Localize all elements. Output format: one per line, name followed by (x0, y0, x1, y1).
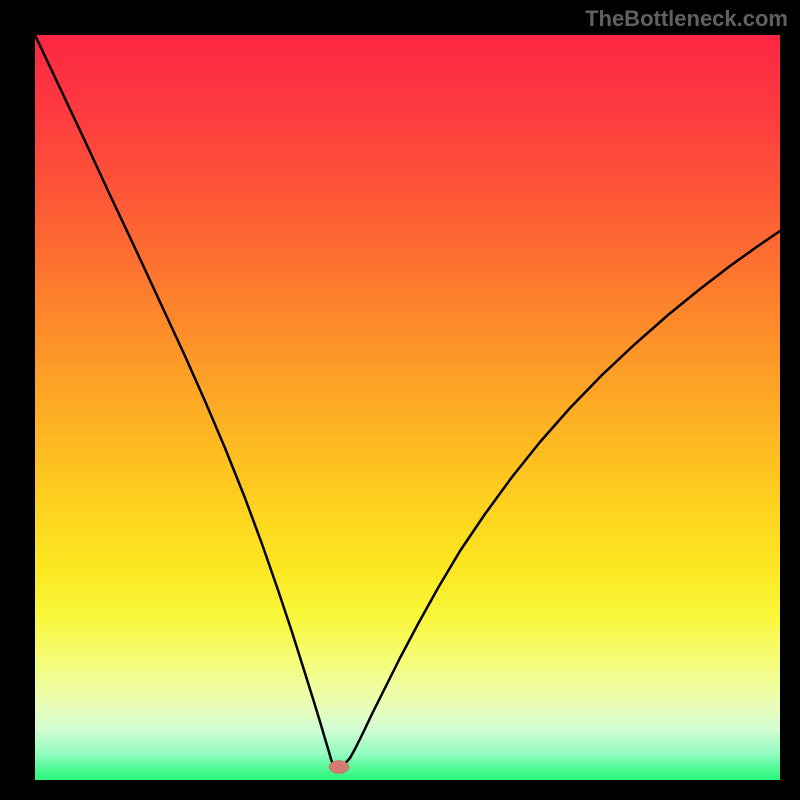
chart-container: { "watermark": "TheBottleneck.com", "cha… (0, 0, 800, 800)
watermark-text: TheBottleneck.com (585, 6, 788, 32)
bottleneck-chart (0, 0, 800, 800)
gradient-background (35, 35, 780, 780)
optimum-marker (329, 761, 349, 774)
